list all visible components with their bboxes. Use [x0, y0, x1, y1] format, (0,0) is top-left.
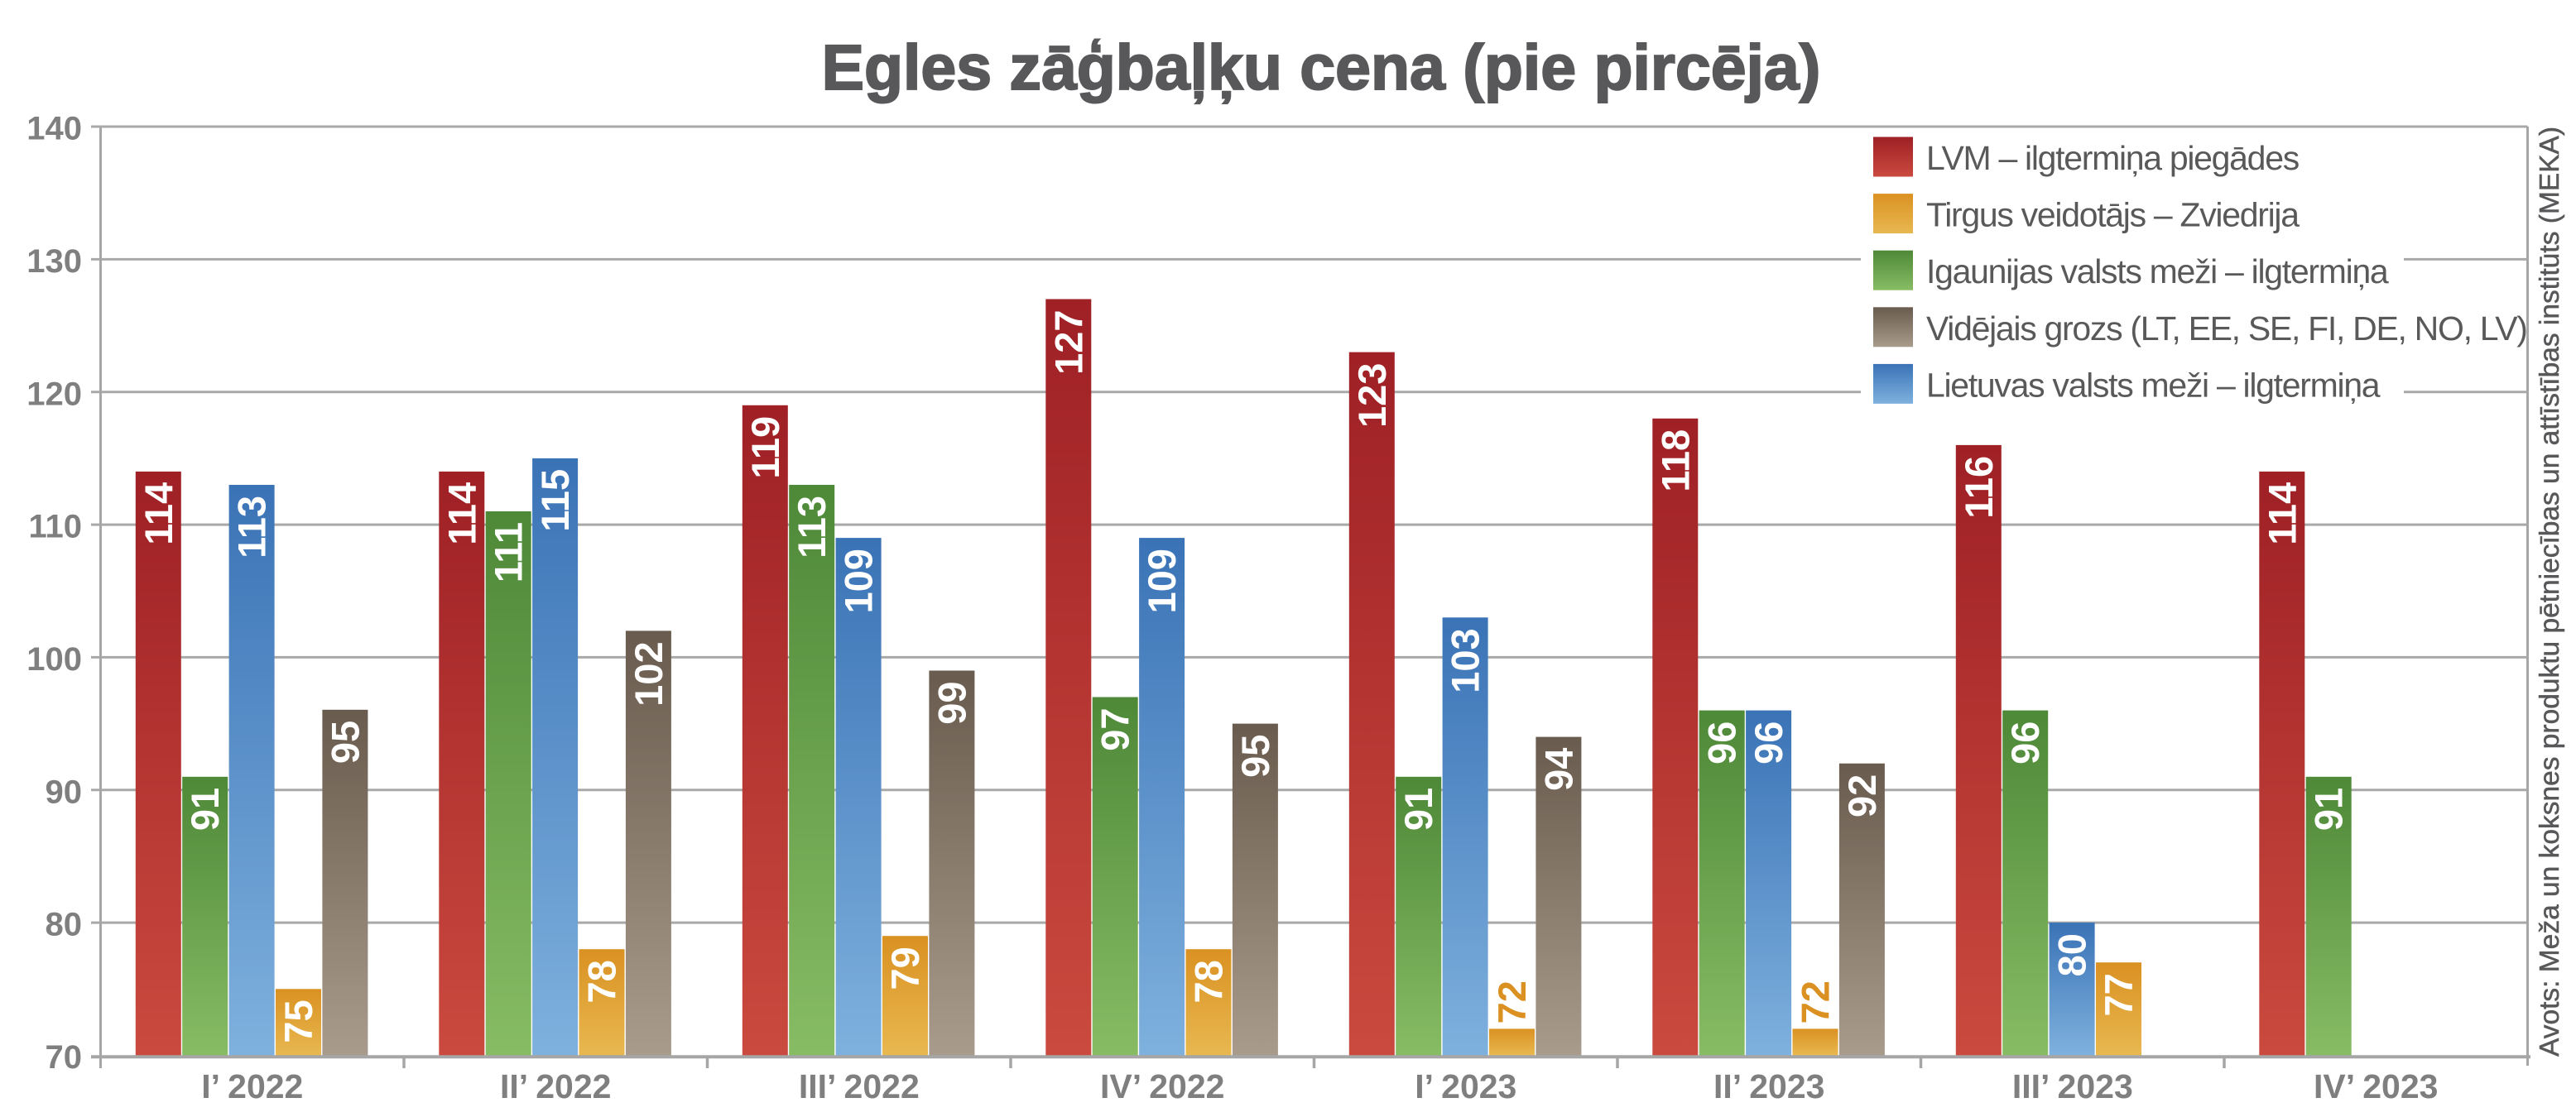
- svg-text:Egles zāģbaļķu cena (pie pircē: Egles zāģbaļķu cena (pie pircēja): [822, 32, 1821, 104]
- svg-text:91: 91: [2307, 788, 2351, 831]
- svg-text:95: 95: [1233, 735, 1277, 778]
- svg-text:IV’ 2022: IV’ 2022: [1100, 1067, 1224, 1105]
- svg-text:99: 99: [930, 682, 973, 725]
- svg-text:Vidējais grozs (LT, EE, SE, FI: Vidējais grozs (LT, EE, SE, FI, DE, NO, …: [1926, 309, 2527, 348]
- svg-text:70: 70: [46, 1039, 83, 1076]
- svg-text:96: 96: [1747, 721, 1790, 765]
- svg-text:127: 127: [1046, 310, 1090, 375]
- svg-text:Lietuvas valsts meži – ilgterm: Lietuvas valsts meži – ilgtermiņa: [1926, 366, 2381, 404]
- svg-text:77: 77: [2097, 973, 2141, 1016]
- svg-text:120: 120: [26, 376, 82, 412]
- svg-text:109: 109: [837, 549, 881, 613]
- svg-text:115: 115: [533, 469, 577, 532]
- svg-text:Igaunijas valsts meži – ilgter: Igaunijas valsts meži – ilgtermiņa: [1926, 252, 2389, 290]
- svg-text:113: 113: [230, 496, 274, 558]
- svg-text:100: 100: [26, 641, 82, 678]
- svg-text:IV’ 2023: IV’ 2023: [2314, 1067, 2438, 1105]
- svg-text:79: 79: [883, 947, 927, 990]
- svg-text:I’ 2022: I’ 2022: [201, 1067, 303, 1105]
- svg-text:91: 91: [183, 788, 227, 831]
- svg-text:80: 80: [46, 907, 83, 943]
- svg-text:96: 96: [1700, 721, 1744, 765]
- svg-text:95: 95: [323, 721, 367, 764]
- svg-text:113: 113: [790, 496, 834, 558]
- svg-text:97: 97: [1093, 708, 1137, 751]
- svg-text:II’ 2022: II’ 2022: [500, 1067, 612, 1105]
- svg-text:103: 103: [1444, 628, 1487, 693]
- svg-text:90: 90: [46, 774, 83, 810]
- svg-text:109: 109: [1140, 549, 1184, 613]
- svg-text:102: 102: [627, 641, 670, 706]
- svg-text:111: 111: [487, 522, 531, 582]
- svg-text:94: 94: [1536, 748, 1580, 791]
- svg-text:Tirgus veidotājs – Zviedrija: Tirgus veidotājs – Zviedrija: [1926, 196, 2300, 234]
- svg-text:118: 118: [1653, 429, 1697, 492]
- svg-text:I’ 2023: I’ 2023: [1415, 1067, 1516, 1105]
- svg-text:119: 119: [743, 416, 787, 479]
- svg-text:78: 78: [580, 960, 624, 1003]
- svg-text:114: 114: [137, 482, 180, 545]
- svg-text:91: 91: [1396, 788, 1440, 831]
- svg-text:72: 72: [1794, 980, 1838, 1024]
- svg-text:114: 114: [2260, 482, 2304, 545]
- svg-text:123: 123: [1350, 363, 1394, 428]
- svg-text:110: 110: [28, 509, 82, 545]
- svg-text:116: 116: [1957, 456, 2001, 519]
- svg-text:III’ 2022: III’ 2022: [799, 1067, 920, 1105]
- svg-text:72: 72: [1490, 980, 1534, 1024]
- svg-text:96: 96: [2003, 721, 2047, 765]
- svg-text:Avots: Meža un koksnes produkt: Avots: Meža un koksnes produktu pētniecī…: [2535, 127, 2565, 1057]
- svg-text:140: 140: [26, 111, 82, 147]
- svg-text:78: 78: [1187, 960, 1231, 1003]
- svg-text:II’ 2023: II’ 2023: [1713, 1067, 1825, 1105]
- svg-text:130: 130: [26, 243, 82, 280]
- svg-text:92: 92: [1840, 774, 1884, 817]
- svg-text:75: 75: [276, 1000, 320, 1043]
- svg-text:III’ 2023: III’ 2023: [2012, 1067, 2133, 1105]
- svg-text:114: 114: [440, 482, 483, 545]
- svg-text:LVM – ilgtermiņa piegādes: LVM – ilgtermiņa piegādes: [1926, 139, 2300, 177]
- svg-text:80: 80: [2050, 933, 2094, 976]
